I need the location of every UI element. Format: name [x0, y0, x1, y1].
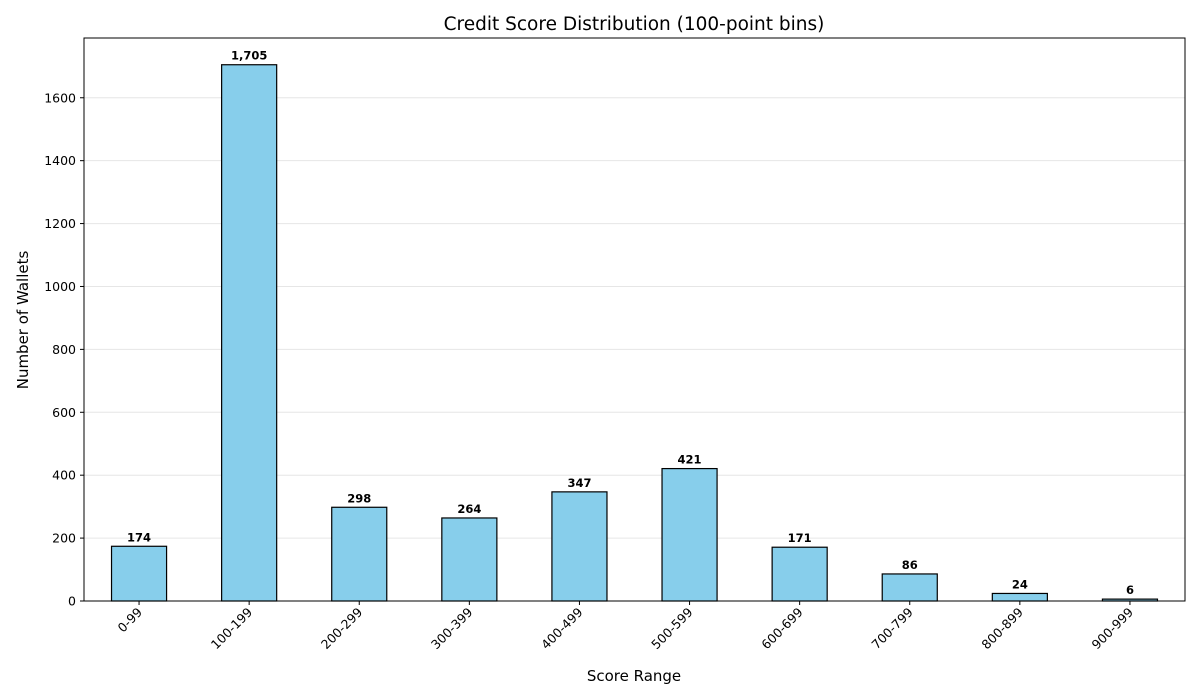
y-tick-label: 0 — [68, 594, 76, 609]
data-label: 298 — [347, 491, 371, 505]
y-tick-label: 1600 — [44, 90, 76, 105]
data-label: 1,705 — [231, 49, 267, 63]
data-label: 24 — [1012, 577, 1028, 591]
y-tick-label: 1400 — [44, 153, 76, 168]
data-label: 86 — [902, 558, 918, 572]
data-label: 421 — [678, 453, 702, 467]
data-label: 171 — [788, 531, 812, 545]
bar-700-799 — [881, 573, 938, 602]
data-label: 174 — [127, 530, 151, 544]
bar-600-699 — [771, 546, 828, 602]
plot-frame — [83, 37, 1186, 602]
y-tick-label: 1200 — [44, 216, 76, 231]
bar-500-599 — [661, 467, 718, 602]
data-label: 264 — [457, 502, 481, 516]
data-labels: 174 1,705 298 264 347 421 171 86 24 6 — [127, 49, 1134, 597]
y-tick-label: 400 — [52, 468, 76, 483]
bar-200-299 — [331, 506, 388, 602]
y-tick-label: 200 — [52, 531, 76, 546]
y-tick-label: 600 — [52, 405, 76, 420]
chart-title: Credit Score Distribution (100-point bin… — [444, 14, 825, 35]
bars — [110, 64, 1159, 602]
bar-400-499 — [551, 491, 608, 602]
bar-800-899 — [991, 592, 1048, 602]
y-axis-label: Number of Wallets — [14, 251, 32, 390]
data-label: 347 — [567, 476, 591, 490]
y-tick-label: 800 — [52, 342, 76, 357]
bar-0-99 — [110, 545, 168, 602]
bar-100-199 — [221, 64, 278, 602]
bar-300-399 — [441, 517, 498, 602]
y-tick-label: 1000 — [44, 279, 76, 294]
data-label: 6 — [1126, 583, 1134, 597]
x-axis-label: Score Range — [587, 667, 681, 685]
